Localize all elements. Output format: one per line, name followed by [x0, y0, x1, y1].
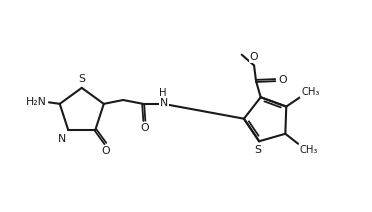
Text: H: H — [159, 88, 166, 98]
Text: O: O — [101, 146, 110, 156]
Text: S: S — [254, 145, 261, 155]
Text: O: O — [140, 123, 149, 133]
Text: N: N — [58, 134, 67, 144]
Text: CH₃: CH₃ — [299, 145, 318, 155]
Text: S: S — [78, 74, 85, 84]
Text: O: O — [278, 75, 287, 85]
Text: H₂N: H₂N — [26, 97, 47, 107]
Text: CH₃: CH₃ — [301, 87, 320, 97]
Text: N: N — [160, 98, 168, 108]
Text: O: O — [249, 52, 258, 62]
